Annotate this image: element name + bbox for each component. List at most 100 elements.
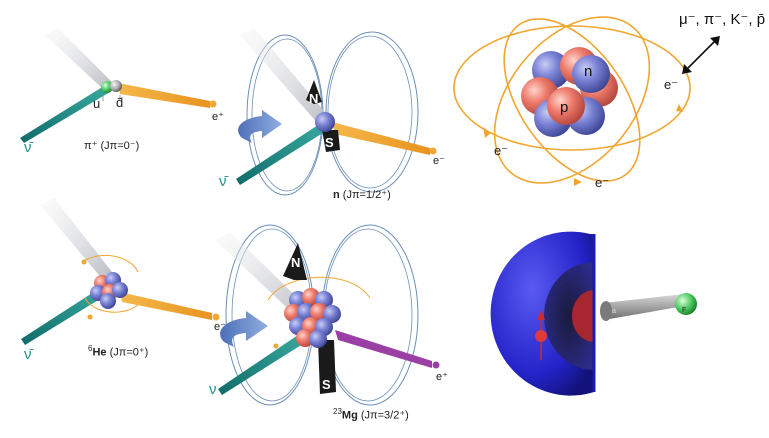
neutron-cone <box>240 28 330 126</box>
mg23-caption-element: Mg <box>341 409 358 422</box>
neutron-ball <box>315 112 335 132</box>
he6-electron-label: e⁻ <box>214 321 226 333</box>
pion-neutrino-beam <box>20 86 110 143</box>
atom-orbit-2 <box>503 18 641 182</box>
atom-nucleon-5 <box>572 55 610 93</box>
neutron-caption: n (Jπ=1/2⁺) <box>333 190 391 201</box>
mg23-neutrino-label: ν <box>209 381 217 398</box>
he6-orbit-dot-1 <box>81 259 87 265</box>
he6-neutrino-beam <box>21 288 108 345</box>
mg23-orbit-dot <box>273 343 279 349</box>
atom-exotic-particles: μ⁻, π⁻, K⁻, p̄ <box>679 11 766 28</box>
pion-electron-beam <box>118 83 210 108</box>
probe-inner-cut <box>544 262 594 370</box>
he6-caption-mass: 6 <box>88 344 93 353</box>
atom-orbit-arrow-3 <box>676 104 683 112</box>
atom-orbit-3 <box>493 16 651 184</box>
mg23-pole-n: N <box>291 255 301 270</box>
atom-electron-1: e⁻ <box>664 77 679 92</box>
he6-caption: 6He (Jπ=0⁺) <box>88 345 148 359</box>
mg23-positron-label: e⁺ <box>436 371 448 383</box>
mg23-panel <box>215 224 440 406</box>
probe-spin-arrowhead <box>537 310 545 320</box>
mg23-caption-mass: 23 <box>333 407 342 416</box>
neutron-ring-3 <box>325 31 419 193</box>
he6-cone <box>40 198 112 280</box>
probe-tip <box>675 293 697 315</box>
he6-neutrino-label: ν̄ <box>24 346 32 363</box>
mg23-neutrino-beam <box>218 335 306 395</box>
neutron-electron-label: e⁻ <box>433 155 445 167</box>
he6-electron-beam <box>120 292 212 320</box>
probe-label-f: F <box>682 307 687 314</box>
probe-rod-base <box>600 301 612 321</box>
pion-electron-label: e⁺ <box>212 111 224 123</box>
he6-nucleon-6 <box>100 293 116 309</box>
atom-double-arrow-line <box>685 39 717 71</box>
atom-panel <box>453 16 720 186</box>
atom-double-arrow-head-1 <box>682 64 692 74</box>
mg23-nucleon-5 <box>297 303 315 321</box>
atom-orbit-1 <box>453 25 691 151</box>
atom-double-arrow-head-2 <box>710 36 720 46</box>
he6-nucleon-5 <box>112 282 128 298</box>
neutron-neutrino-beam <box>236 125 326 185</box>
atom-electron-2: e⁻ <box>494 143 509 158</box>
mg23-caption-spin: (Jπ=3/2⁺) <box>360 409 409 422</box>
neutron-spin-tail <box>322 130 340 152</box>
pion-quark-u-label: u <box>93 96 101 111</box>
neutron-ring-4 <box>327 35 413 189</box>
mg23-rotation-arrow <box>220 311 268 347</box>
mg23-caption: 23Mg (Jπ=3/2⁺) <box>333 408 409 422</box>
mg23-spin-tail <box>318 340 336 394</box>
mg23-cone <box>215 232 310 320</box>
pion-electron-dot <box>209 100 217 108</box>
probe-rod <box>604 294 684 320</box>
he6-orbit-dot-2 <box>87 314 93 320</box>
mg23-nucleon-12 <box>309 330 327 348</box>
neutron-neutrino-label: ν̄ <box>219 173 227 190</box>
pion-caption-spin: (Jπ=0⁻) <box>100 140 140 152</box>
atom-nucleon-8 <box>547 87 585 125</box>
atom-electron-3: e⁻ <box>595 175 610 190</box>
probe-label-a: a <box>612 308 616 315</box>
mg23-spin-arrow <box>283 243 307 280</box>
neutron-rotation-arrow <box>238 110 282 143</box>
pion-caption: π⁺ (Jπ=0⁻) <box>84 141 139 152</box>
probe-core-red <box>572 290 594 342</box>
pion-quark-bracket <box>102 95 121 101</box>
neutron-electron-beam <box>332 122 430 155</box>
mg23-nucleon-11 <box>296 329 314 347</box>
mg23-orbit <box>267 276 371 301</box>
pion-cone <box>45 28 112 90</box>
mg23-positron-dot <box>432 361 440 369</box>
mg23-nucleon-7 <box>323 305 341 323</box>
pion-panel <box>20 28 217 143</box>
he6-orbit <box>81 254 139 313</box>
pion-quark-u <box>101 81 113 93</box>
atom-nucleus-p: p <box>560 99 569 116</box>
atom-nucleus-n: n <box>584 63 593 80</box>
neutron-electron-dot <box>429 147 437 155</box>
he6-panel <box>21 198 220 345</box>
pion-quark-dbar <box>110 80 122 92</box>
he6-caption-element: He <box>92 346 107 359</box>
neutron-pole-n: N <box>309 91 319 106</box>
mg23-positron-beam <box>335 330 432 368</box>
pion-caption-particle: π⁺ <box>84 140 98 152</box>
atom-orbit-arrow-1 <box>483 127 491 138</box>
neutron-caption-particle: n <box>333 189 340 201</box>
probe-charge-dot <box>535 330 547 342</box>
probe-panel <box>490 231 697 396</box>
mg23-pole-s: S <box>322 377 331 392</box>
neutron-caption-spin: (Jπ=1/2⁺) <box>342 189 391 201</box>
he6-caption-spin: (Jπ=0⁺) <box>109 346 149 359</box>
atom-orbit-arrow-2 <box>574 178 582 186</box>
neutron-pole-s: S <box>325 135 334 150</box>
pion-quark-dbar-label: d̄ <box>116 95 124 110</box>
neutron-spin-arrow <box>306 80 322 104</box>
pion-neutrino-label: ν̄ <box>24 139 32 156</box>
neutron-panel <box>236 28 437 196</box>
